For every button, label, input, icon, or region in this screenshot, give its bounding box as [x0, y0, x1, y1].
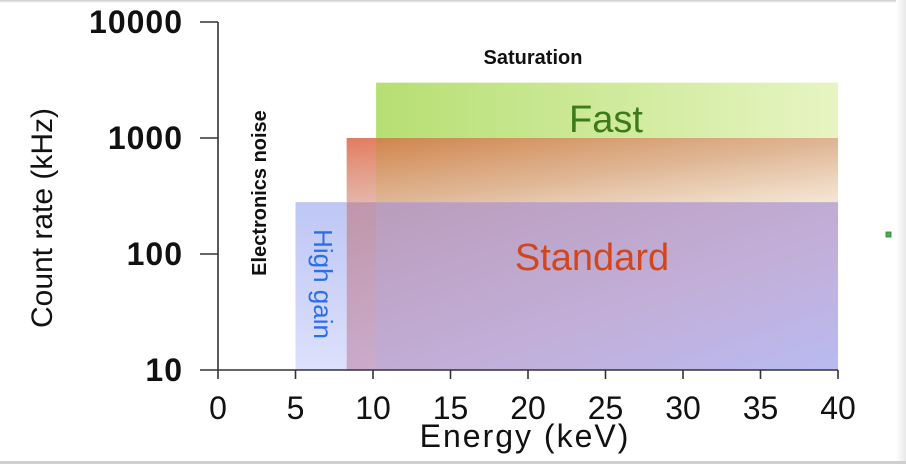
x-tick-label: 20 [510, 390, 546, 426]
fast-region-label: Fast [569, 99, 643, 141]
region-standard-lower [346, 202, 838, 370]
bottom-border [0, 461, 906, 464]
right-border [896, 0, 906, 464]
y-tick-label: 1000 [108, 120, 183, 156]
region-fast-upper [376, 82, 838, 138]
region-fast-lower [376, 202, 838, 370]
y-tick-label: 10000 [89, 4, 183, 40]
x-axis-label: Energy (keV) [420, 418, 631, 454]
high-gain-region-label: High gain [308, 229, 338, 339]
x-tick-label: 40 [820, 390, 856, 426]
x-tick-label: 15 [433, 390, 469, 426]
x-tick-label: 0 [209, 390, 227, 426]
x-tick-label: 10 [355, 390, 391, 426]
regions-layer [295, 82, 838, 370]
x-tick-label: 30 [665, 390, 701, 426]
x-tick-label: 5 [287, 390, 305, 426]
electronics-noise-annotation: Electronics noise [249, 110, 271, 276]
y-tick-label: 10 [145, 352, 183, 388]
standard-region-label: Standard [515, 237, 669, 279]
marker-dot [885, 231, 892, 238]
x-tick-label: 25 [588, 390, 624, 426]
top-border [0, 0, 906, 3]
saturation-annotation: Saturation [484, 47, 583, 69]
region-fast-overlay [376, 138, 838, 203]
axes-layer: 10 100 1000 10000 0 5 10 15 20 25 30 35 40 [89, 4, 856, 426]
y-axis-label: Count rate (kHz) [26, 108, 59, 328]
labels-layer: Saturation Electronics noise Fast Standa… [26, 47, 669, 454]
x-tick-label: 35 [743, 390, 779, 426]
region-high-gain [295, 202, 347, 370]
y-tick-label: 100 [127, 236, 183, 272]
